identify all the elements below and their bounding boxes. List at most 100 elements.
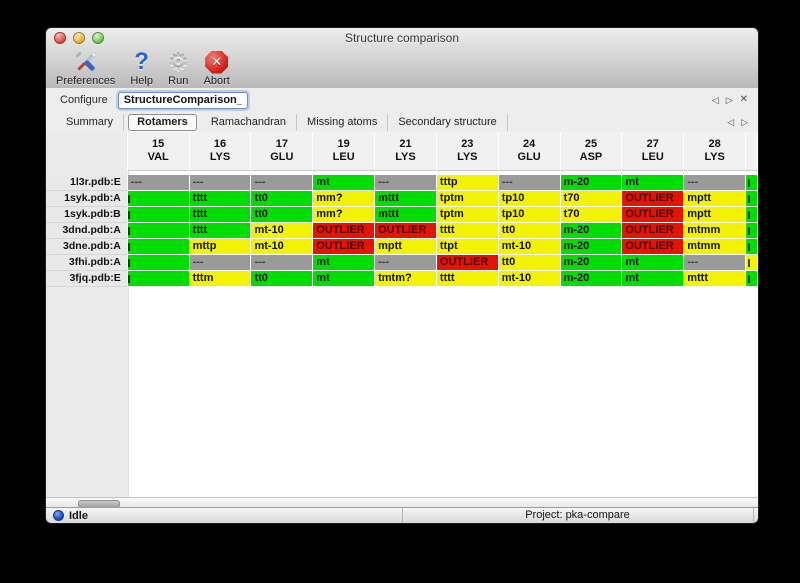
rotamer-cell[interactable]: OUTLIER bbox=[622, 191, 685, 207]
rotamer-cell[interactable]: mt bbox=[313, 271, 376, 287]
rotamer-cell[interactable]: mptt bbox=[684, 207, 747, 223]
rotamer-cell[interactable]: mm? bbox=[313, 191, 376, 207]
rotamer-cell[interactable] bbox=[127, 223, 190, 239]
preferences-button[interactable]: Preferences bbox=[56, 49, 115, 87]
row-label[interactable]: 3fhi.pdb:A bbox=[46, 255, 128, 271]
rotamer-cell[interactable]: tttt bbox=[436, 271, 499, 287]
close-window-icon[interactable] bbox=[54, 32, 66, 44]
column-header-16[interactable]: 16 LYS bbox=[189, 132, 252, 171]
configure-name-input[interactable] bbox=[117, 91, 248, 109]
rotamer-cell[interactable]: tmtm? bbox=[375, 271, 437, 287]
rotamer-cell[interactable]: tptm bbox=[436, 207, 499, 223]
pane-close-icon[interactable]: ✕ bbox=[739, 94, 748, 105]
rotamer-cell[interactable]: tt0 bbox=[251, 271, 314, 287]
tab-next-icon[interactable]: ▷ bbox=[741, 116, 748, 127]
rotamer-cell[interactable] bbox=[127, 207, 190, 223]
rotamer-cell[interactable]: tttt bbox=[189, 207, 252, 223]
rotamer-cell[interactable]: m-20 bbox=[560, 239, 623, 255]
rotamer-cell[interactable]: mt bbox=[313, 255, 376, 271]
rotamer-cell-partial[interactable] bbox=[746, 207, 758, 223]
rotamer-cell[interactable]: mttp bbox=[189, 239, 252, 255]
rotamer-cell[interactable]: --- bbox=[127, 175, 190, 191]
rotamer-cell[interactable]: --- bbox=[375, 175, 437, 191]
rotamer-cell[interactable]: OUTLIER bbox=[375, 223, 437, 239]
rotamer-cell[interactable]: mttt bbox=[375, 191, 437, 207]
rotamer-cell[interactable]: tttt bbox=[189, 223, 252, 239]
rotamer-cell[interactable] bbox=[127, 191, 190, 207]
rotamer-cell-partial[interactable] bbox=[746, 239, 758, 255]
rotamer-cell[interactable]: mtmm bbox=[684, 223, 747, 239]
rotamer-cell[interactable]: mt bbox=[622, 255, 685, 271]
rotamer-cell[interactable]: --- bbox=[251, 255, 314, 271]
rotamer-cell[interactable]: mttt bbox=[375, 207, 437, 223]
row-label[interactable]: 1l3r.pdb:E bbox=[46, 175, 128, 191]
tab-ramachandran[interactable]: Ramachandran bbox=[201, 113, 298, 131]
rotamer-cell[interactable]: ttpt bbox=[436, 239, 499, 255]
abort-button[interactable]: Abort bbox=[204, 49, 230, 87]
rotamer-cell[interactable]: OUTLIER bbox=[622, 223, 685, 239]
rotamer-cell[interactable]: m-20 bbox=[560, 223, 623, 239]
rotamer-cell[interactable]: tp10 bbox=[498, 191, 561, 207]
rotamer-cell-partial[interactable] bbox=[746, 175, 758, 191]
rotamer-cell[interactable]: mt bbox=[622, 271, 685, 287]
rotamer-cell[interactable]: tt0 bbox=[498, 223, 561, 239]
row-label[interactable]: 3dnd.pdb:A bbox=[46, 223, 128, 239]
horizontal-scrollbar[interactable] bbox=[46, 497, 758, 508]
rotamer-cell[interactable]: --- bbox=[375, 255, 437, 271]
rotamer-cell[interactable]: tt0 bbox=[251, 207, 314, 223]
column-header-24[interactable]: 24 GLU bbox=[498, 132, 561, 171]
column-header-19[interactable]: 19 LEU bbox=[313, 132, 376, 171]
rotamer-cell[interactable]: t70 bbox=[560, 191, 623, 207]
rotamer-cell[interactable]: mttt bbox=[684, 271, 747, 287]
column-header-23[interactable]: 23 LYS bbox=[436, 132, 499, 171]
run-button[interactable]: ⚙ Run bbox=[168, 49, 189, 87]
rotamer-cell[interactable]: OUTLIER bbox=[313, 239, 376, 255]
rotamer-cell-partial[interactable] bbox=[746, 191, 758, 207]
column-header-21[interactable]: 21 LYS bbox=[375, 132, 437, 171]
tab-missing-atoms[interactable]: Missing atoms bbox=[297, 113, 389, 131]
rotamer-cell-partial[interactable] bbox=[746, 271, 758, 287]
rotamer-cell[interactable]: mt-10 bbox=[251, 223, 314, 239]
rotamer-cell[interactable]: m-20 bbox=[560, 255, 623, 271]
rotamer-cell[interactable]: mm? bbox=[313, 207, 376, 223]
pane-prev-icon[interactable]: ◁ bbox=[711, 94, 719, 105]
row-label[interactable]: 1syk.pdb:B bbox=[46, 207, 128, 223]
rotamer-cell[interactable]: mt-10 bbox=[498, 239, 561, 255]
column-header-27[interactable]: 27 LEU bbox=[622, 132, 685, 171]
tab-summary[interactable]: Summary bbox=[56, 113, 125, 131]
row-label[interactable]: 3fjq.pdb:E bbox=[46, 271, 128, 287]
rotamer-cell[interactable]: t70 bbox=[560, 207, 623, 223]
tab-rotamers[interactable]: Rotamers bbox=[128, 113, 197, 131]
column-header-25[interactable]: 25 ASP bbox=[560, 132, 623, 171]
column-header-15[interactable]: 15 VAL bbox=[127, 132, 190, 171]
rotamer-cell[interactable]: mtmm bbox=[684, 239, 747, 255]
rotamer-cell-partial[interactable] bbox=[746, 255, 758, 271]
rotamer-cell[interactable]: --- bbox=[189, 175, 252, 191]
rotamer-cell[interactable] bbox=[127, 239, 190, 255]
rotamer-cell[interactable]: mt bbox=[622, 175, 685, 191]
rotamer-cell[interactable]: --- bbox=[251, 175, 314, 191]
rotamer-cell[interactable]: OUTLIER bbox=[313, 223, 376, 239]
rotamer-cell[interactable]: --- bbox=[189, 255, 252, 271]
rotamer-cell[interactable]: tttm bbox=[189, 271, 252, 287]
rotamer-cell[interactable]: --- bbox=[684, 255, 747, 271]
row-label[interactable]: 1syk.pdb:A bbox=[46, 191, 128, 207]
rotamer-cell[interactable]: tp10 bbox=[498, 207, 561, 223]
column-header-28[interactable]: 28 LYS bbox=[684, 132, 747, 171]
tab-secondary-structure[interactable]: Secondary structure bbox=[388, 113, 508, 131]
zoom-window-icon[interactable] bbox=[92, 32, 104, 44]
rotamer-cell[interactable]: OUTLIER bbox=[436, 255, 499, 271]
rotamer-cell[interactable] bbox=[127, 271, 190, 287]
rotamer-cell[interactable] bbox=[127, 255, 190, 271]
rotamer-cell[interactable]: mt-10 bbox=[251, 239, 314, 255]
rotamer-cell[interactable]: m-20 bbox=[560, 271, 623, 287]
tab-prev-icon[interactable]: ◁ bbox=[727, 116, 735, 127]
rotamer-cell[interactable]: mptt bbox=[375, 239, 437, 255]
row-label[interactable]: 3dne.pdb:A bbox=[46, 239, 128, 255]
title-bar[interactable]: Structure comparison bbox=[46, 28, 758, 48]
rotamer-cell[interactable]: OUTLIER bbox=[622, 207, 685, 223]
minimize-window-icon[interactable] bbox=[73, 32, 85, 44]
rotamer-cell[interactable]: m-20 bbox=[560, 175, 623, 191]
rotamer-cell[interactable]: tttp bbox=[436, 175, 499, 191]
rotamer-cell[interactable]: mptt bbox=[684, 191, 747, 207]
